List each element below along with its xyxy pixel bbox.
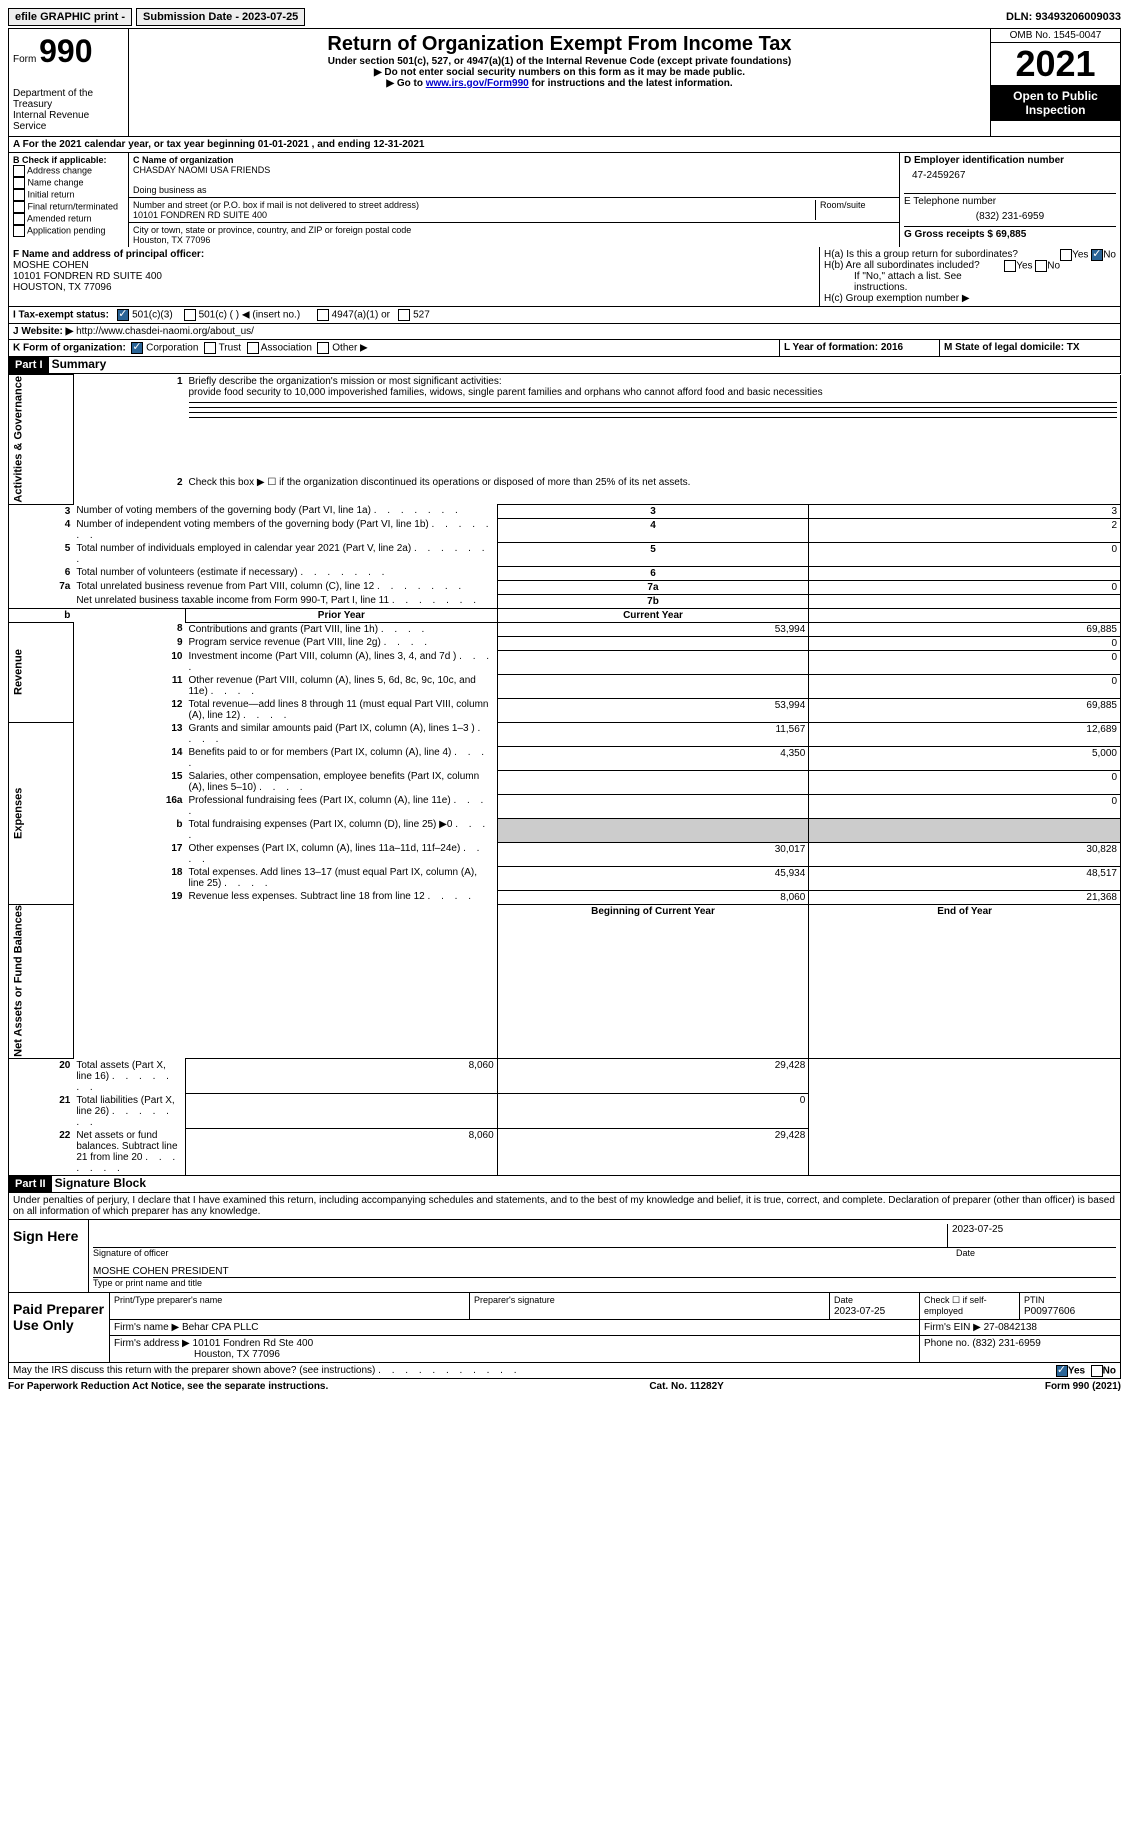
street-address: 10101 FONDREN RD SUITE 400 — [133, 210, 815, 220]
checkbox-item[interactable]: Name change — [13, 177, 124, 189]
checkbox-item[interactable]: Address change — [13, 165, 124, 177]
irs-link[interactable]: www.irs.gov/Form990 — [426, 78, 529, 89]
dba-label: Doing business as — [133, 185, 895, 195]
end-year-header: End of Year — [809, 904, 1121, 1059]
row-a-period: A For the 2021 calendar year, or tax yea… — [8, 137, 1121, 153]
irs-discuss-row: May the IRS discuss this return with the… — [8, 1363, 1121, 1379]
ha-row: H(a) Is this a group return for subordin… — [824, 249, 1116, 260]
form-word: Form — [13, 54, 36, 65]
section-fh: F Name and address of principal officer:… — [8, 247, 1121, 307]
efile-btn[interactable]: efile GRAPHIC print - — [8, 8, 132, 26]
officer-name-title: MOSHE COHEN PRESIDENT — [93, 1258, 1116, 1278]
footer-left: For Paperwork Reduction Act Notice, see … — [8, 1381, 328, 1392]
preparer-label: Paid Preparer Use Only — [9, 1293, 109, 1362]
city-state-zip: Houston, TX 77096 — [133, 235, 895, 245]
c-name-label: C Name of organization — [133, 155, 895, 165]
sign-date-label: Date — [956, 1248, 1116, 1258]
omb-number: OMB No. 1545-0047 — [991, 29, 1120, 43]
inspection-box: Open to Public Inspection — [991, 85, 1120, 121]
begin-year-header: Beginning of Current Year — [497, 904, 809, 1059]
row-klm: K Form of organization: Corporation Trus… — [8, 340, 1121, 357]
org-name: CHASDAY NAOMI USA FRIENDS — [133, 165, 895, 175]
ein-label: D Employer identification number — [904, 155, 1116, 166]
phone-value: (832) 231-6959 — [904, 211, 1116, 222]
line1-label: Briefly describe the organization's miss… — [189, 376, 502, 387]
side-na: Net Assets or Fund Balances — [9, 904, 74, 1059]
form-number: 990 — [39, 33, 92, 69]
part2-title: Signature Block — [55, 1176, 146, 1190]
section-bcd: B Check if applicable: Address change Na… — [8, 153, 1121, 247]
website-url[interactable]: http://www.chasdei-naomi.org/about_us/ — [76, 326, 254, 337]
city-label: City or town, state or province, country… — [133, 225, 895, 235]
sign-officer-label: Signature of officer — [93, 1248, 956, 1258]
officer-addr2: HOUSTON, TX 77096 — [13, 282, 815, 293]
submission-btn[interactable]: Submission Date - 2023-07-25 — [136, 8, 305, 26]
type-name-label: Type or print name and title — [93, 1278, 1116, 1288]
checkbox-item[interactable]: Application pending — [13, 225, 124, 237]
tax-year: 2021 — [991, 43, 1120, 85]
firm-ein: 27-0842138 — [984, 1322, 1037, 1333]
ein-value: 47-2459267 — [912, 170, 1116, 181]
form-subtitle: Under section 501(c), 527, or 4947(a)(1)… — [133, 56, 986, 67]
officer-addr1: 10101 FONDREN RD SUITE 400 — [13, 271, 815, 282]
form-title: Return of Organization Exempt From Incom… — [133, 33, 986, 56]
mission-text: provide food security to 10,000 impoveri… — [189, 387, 823, 398]
part1-title: Summary — [52, 357, 107, 371]
room-suite: Room/suite — [815, 200, 895, 220]
checkbox-item[interactable]: Final return/terminated — [13, 201, 124, 213]
officer-label: F Name and address of principal officer: — [13, 249, 815, 260]
side-ag: Activities & Governance — [9, 375, 74, 505]
current-year-header: Current Year — [497, 608, 809, 622]
sign-date-value: 2023-07-25 — [952, 1224, 1003, 1235]
hc-row: H(c) Group exemption number ▶ — [824, 293, 1116, 304]
tax-status-row: I Tax-exempt status: 501(c)(3) 501(c) ( … — [8, 307, 1121, 324]
firm-name: Behar CPA PLLC — [182, 1322, 259, 1333]
form-note1: ▶ Do not enter social security numbers o… — [133, 67, 986, 78]
hb-row: H(b) Are all subordinates included? Yes … — [824, 260, 1116, 271]
penalty-text: Under penalties of perjury, I declare th… — [8, 1193, 1121, 1220]
sign-here-label: Sign Here — [9, 1220, 89, 1292]
gross-receipts: G Gross receipts $ 69,885 — [904, 226, 1116, 240]
prior-year-header: Prior Year — [186, 608, 498, 622]
addr-label: Number and street (or P.O. box if mail i… — [133, 200, 815, 210]
hb-note: If "No," attach a list. See instructions… — [824, 271, 1116, 293]
footer-right: Form 990 (2021) — [1045, 1381, 1121, 1392]
footer-mid: Cat. No. 11282Y — [649, 1381, 723, 1392]
firm-addr2: Houston, TX 77096 — [114, 1349, 280, 1360]
phone-label: E Telephone number — [904, 193, 1116, 207]
dln: DLN: 93493206009033 — [1006, 11, 1121, 23]
checkbox-item[interactable]: Initial return — [13, 189, 124, 201]
line2: Check this box ▶ ☐ if the organization d… — [186, 476, 1121, 504]
firm-phone: (832) 231-6959 — [972, 1338, 1040, 1349]
part1-header: Part I — [9, 357, 49, 373]
website-row: J Website: ▶ http://www.chasdei-naomi.or… — [8, 324, 1121, 340]
form-note2: ▶ Go to www.irs.gov/Form990 for instruct… — [133, 78, 986, 89]
firm-addr1: 10101 Fondren Rd Ste 400 — [193, 1338, 314, 1349]
checkbox-item[interactable]: Amended return — [13, 213, 124, 225]
part2-header: Part II — [9, 1176, 52, 1192]
col-b-header: B Check if applicable: — [13, 155, 124, 165]
form-header: Form 990 Department of the Treasury Inte… — [8, 28, 1121, 137]
dept-treasury: Department of the Treasury — [13, 88, 124, 110]
officer-name: MOSHE COHEN — [13, 260, 815, 271]
irs-label: Internal Revenue Service — [13, 110, 124, 132]
top-bar: efile GRAPHIC print - Submission Date - … — [8, 8, 1121, 26]
